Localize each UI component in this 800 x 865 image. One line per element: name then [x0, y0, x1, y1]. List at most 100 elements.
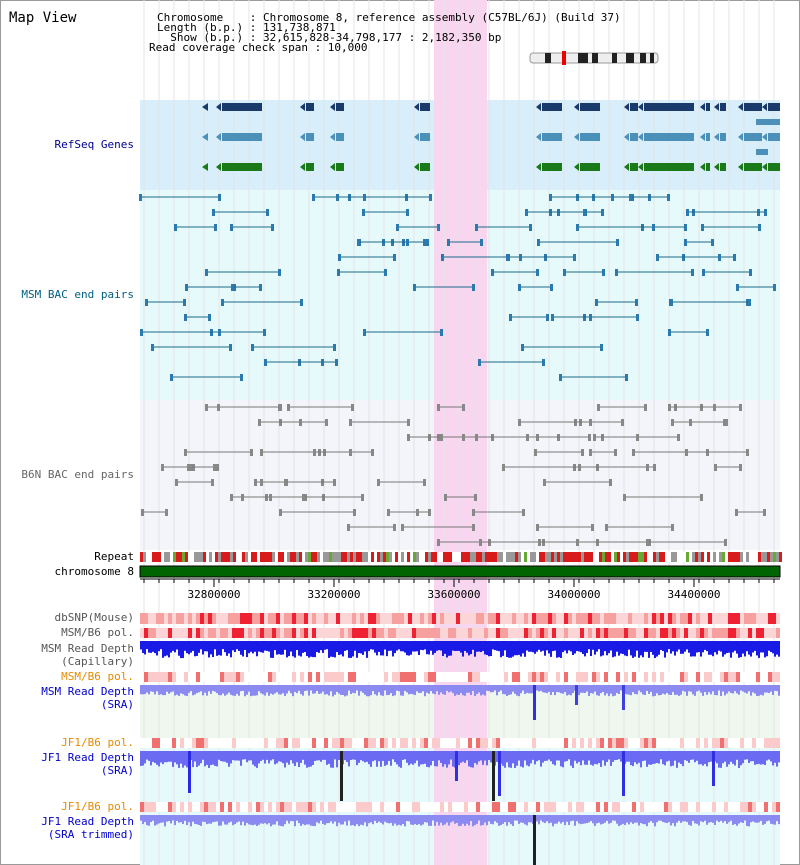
- bac-end-marker: [174, 224, 177, 231]
- msm-capillary-depth-bar: [448, 641, 450, 656]
- pol-density-cell: [480, 628, 484, 638]
- msm-capillary-depth-bar: [208, 641, 210, 658]
- pol-density-cell: [324, 628, 328, 638]
- dbsnp-density-cell: [760, 613, 764, 624]
- msm-sra-depth-bar: [306, 685, 308, 691]
- dbsnp-density-cell: [408, 613, 412, 624]
- msm-sra-depth-bar: [444, 685, 446, 695]
- msm-capillary-depth-bar: [218, 641, 220, 656]
- pol-density-cell: [352, 738, 356, 748]
- pol-density-cell: [532, 738, 536, 748]
- jf1-trimmed-depth-bar: [306, 815, 308, 825]
- jf1-trimmed-depth-bar: [160, 815, 162, 823]
- msm-capillary-depth-bar: [594, 641, 596, 655]
- jf1-sra-depth-bar: [498, 751, 501, 796]
- pol-density-cell: [624, 628, 628, 638]
- pol-density-cell: [208, 738, 212, 748]
- pol-density-cell: [684, 672, 688, 682]
- pol-density-cell: [744, 738, 748, 748]
- msm-capillary-depth-bar: [666, 641, 668, 653]
- pol-density-cell: [368, 802, 372, 812]
- jf1-sra-depth-bar: [234, 751, 236, 761]
- track-label-jf1-b6-pol-2: JF1/B6 pol.: [61, 800, 134, 813]
- pol-density-cell: [248, 738, 252, 748]
- dbsnp-density-cell: [464, 613, 468, 624]
- gene-strand-arrow: [216, 133, 221, 141]
- pol-density-cell: [736, 738, 740, 748]
- pol-density-cell: [596, 802, 600, 812]
- bac-end-marker: [525, 209, 528, 216]
- bac-end-marker: [670, 299, 673, 306]
- pol-density-cell: [412, 802, 416, 812]
- msm-capillary-depth-bar: [370, 641, 372, 650]
- dbsnp-density-cell: [272, 613, 276, 624]
- jf1-trimmed-depth-bar: [752, 815, 754, 822]
- jf1-sra-depth-bar: [334, 751, 336, 760]
- msm-capillary-depth-bar: [166, 641, 168, 656]
- jf1-sra-depth-bar: [576, 751, 578, 764]
- jf1-trimmed-depth-bar: [418, 815, 420, 825]
- bac-end-marker: [480, 239, 483, 246]
- msm-sra-depth-bar: [642, 685, 644, 695]
- jf1-sra-depth-bar: [614, 751, 616, 761]
- msm-capillary-depth-bar: [528, 641, 530, 652]
- pol-density-cell: [356, 802, 360, 812]
- msm-sra-depth-bar: [480, 685, 482, 696]
- pol-density-cell: [472, 738, 476, 748]
- pol-density-cell: [600, 802, 604, 812]
- msm-capillary-depth-bar: [706, 641, 708, 652]
- pol-density-cell: [672, 672, 676, 682]
- pol-density-cell: [568, 802, 572, 812]
- bac-end-marker: [183, 299, 186, 306]
- gene-feature: [306, 103, 314, 111]
- bac-end-marker: [536, 524, 539, 531]
- pol-density-cell: [668, 802, 672, 812]
- pol-density-cell: [696, 738, 700, 748]
- pol-density-cell: [640, 672, 644, 682]
- pol-density-cell: [460, 628, 464, 638]
- bac-end-marker: [602, 269, 605, 276]
- jf1-sra-depth-bar: [146, 751, 148, 760]
- pol-density-cell: [756, 628, 760, 638]
- dbsnp-density-cell: [548, 613, 552, 624]
- msm-capillary-depth-bar: [598, 641, 600, 650]
- repeat-block: [689, 552, 692, 562]
- repeat-block: [548, 552, 551, 562]
- repeat-block: [668, 552, 671, 562]
- jf1-sra-depth-bar: [250, 751, 252, 761]
- bac-end-marker: [616, 239, 619, 246]
- msm-capillary-depth-bar: [200, 641, 202, 650]
- pol-density-cell: [464, 738, 468, 748]
- repeat-block: [779, 552, 782, 562]
- pol-density-cell: [600, 738, 604, 748]
- pol-density-cell: [268, 802, 272, 812]
- jf1-trimmed-depth-bar: [342, 815, 344, 825]
- pol-density-cell: [716, 628, 720, 638]
- pol-density-cell: [144, 628, 148, 638]
- jf1-sra-depth-bar: [314, 751, 316, 762]
- gene-feature: [222, 133, 262, 141]
- jf1-trimmed-depth-bar: [634, 815, 636, 823]
- msm-sra-depth-bar: [556, 685, 558, 693]
- jf1-trimmed-depth-bar: [678, 815, 680, 821]
- msm-capillary-depth-bar: [280, 641, 282, 655]
- jf1-trimmed-depth-bar: [434, 815, 436, 826]
- jf1-sra-depth-bar: [490, 751, 492, 763]
- msm-capillary-depth-bar: [258, 641, 260, 652]
- jf1-sra-depth-bar: [732, 751, 734, 764]
- pol-density-cell: [576, 628, 580, 638]
- jf1-trimmed-depth-bar: [604, 815, 606, 823]
- jf1-trimmed-depth-bar: [578, 815, 580, 824]
- jf1-sra-depth-bar: [380, 751, 382, 767]
- repeat-block: [755, 552, 758, 562]
- msm-sra-depth-bar: [490, 685, 492, 693]
- gene-strand-arrow: [300, 133, 305, 141]
- pol-density-cell: [488, 628, 492, 638]
- dbsnp-density-cell: [448, 613, 452, 624]
- dbsnp-density-cell: [632, 613, 636, 624]
- msm-capillary-depth-bar: [732, 641, 734, 653]
- jf1-trimmed-depth-bar: [696, 815, 698, 824]
- msm-sra-depth-bar: [768, 685, 770, 694]
- msm-capillary-depth-bar: [584, 641, 586, 657]
